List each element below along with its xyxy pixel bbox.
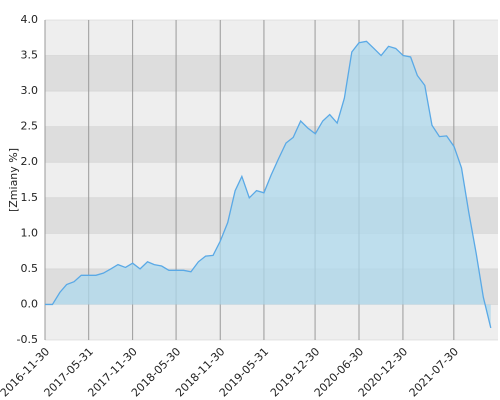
x-tick-label: 2021-07-30 — [407, 345, 461, 399]
grid-band — [45, 20, 498, 56]
grid-band — [45, 55, 498, 92]
y-tick-label: 1.0 — [21, 226, 39, 239]
y-tick-label: 4.0 — [21, 13, 39, 26]
y-tick-label: 2.5 — [21, 120, 39, 133]
y-tick-label: 1.5 — [21, 191, 39, 204]
y-tick-label: 2.0 — [21, 155, 39, 168]
y-tick-label: 3.0 — [21, 84, 39, 97]
grid-band — [45, 304, 498, 340]
y-tick-label: 3.5 — [21, 49, 39, 62]
line — [45, 40, 492, 329]
y-tick-label: 0.0 — [21, 297, 39, 310]
y-tick-label: -0.5 — [17, 333, 38, 346]
y-tick-label: 0.5 — [21, 262, 39, 275]
y-axis-label: [Zmiany %] — [7, 148, 20, 212]
